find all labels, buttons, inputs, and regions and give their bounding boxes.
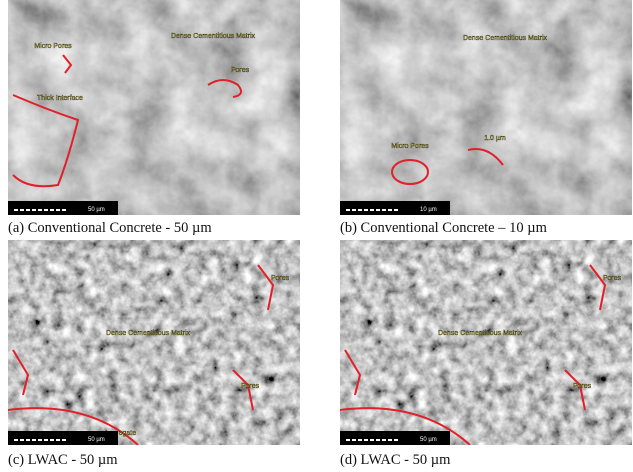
sem-image: Dense Cementitious Matrix Pores Pores 50 µm [340,240,632,445]
figure: Micro Pores Dense Cementitious Matrix Pore… [0,0,633,472]
annotation: Thick Interface [37,95,83,102]
caption: (d) LWAC - 50 µm [340,452,450,469]
sem-image: Dense Cementitious MatrixPoresPoresAggre… [8,240,300,445]
annotation: Dense Cementitious Matrix [171,33,256,40]
sem-image: Micro Pores Dense Cementitious Matrix Pore… [8,0,300,215]
caption: (a) Conventional Concrete - 50 µm [8,220,212,237]
annotation: Pores [603,275,622,282]
annotation: Pores [241,383,260,390]
sem-image: Dense Cementitious Matrix Micro Pores 1.0 … [340,0,632,215]
caption: (c) LWAC - 50 µm [8,452,118,469]
image-texture [340,0,632,215]
annotation: Micro Pores [34,43,72,50]
annotation: Micro Pores [391,143,429,150]
annotation: 1.0 µm [484,135,506,142]
annotation: Dense Cementitious Matrix [463,35,548,42]
image-texture [8,240,300,445]
annotation: Pores [573,383,592,390]
image-texture [8,0,300,215]
annotation: Dense Cementitious Matrix [438,330,523,337]
scale-bar-label: 50 µm [88,437,105,443]
caption: (b) Conventional Concrete – 10 µm [340,220,547,237]
image-texture [340,240,632,445]
annotation: Pores [271,275,290,282]
scale-bar-label: 50 µm [420,437,437,443]
annotation: Dense Cementitious Matrix [106,330,191,337]
scale-bar-label: 10 µm [420,207,437,213]
annotation: Pores [231,67,250,74]
scale-bar-label: 50 µm [88,207,105,213]
